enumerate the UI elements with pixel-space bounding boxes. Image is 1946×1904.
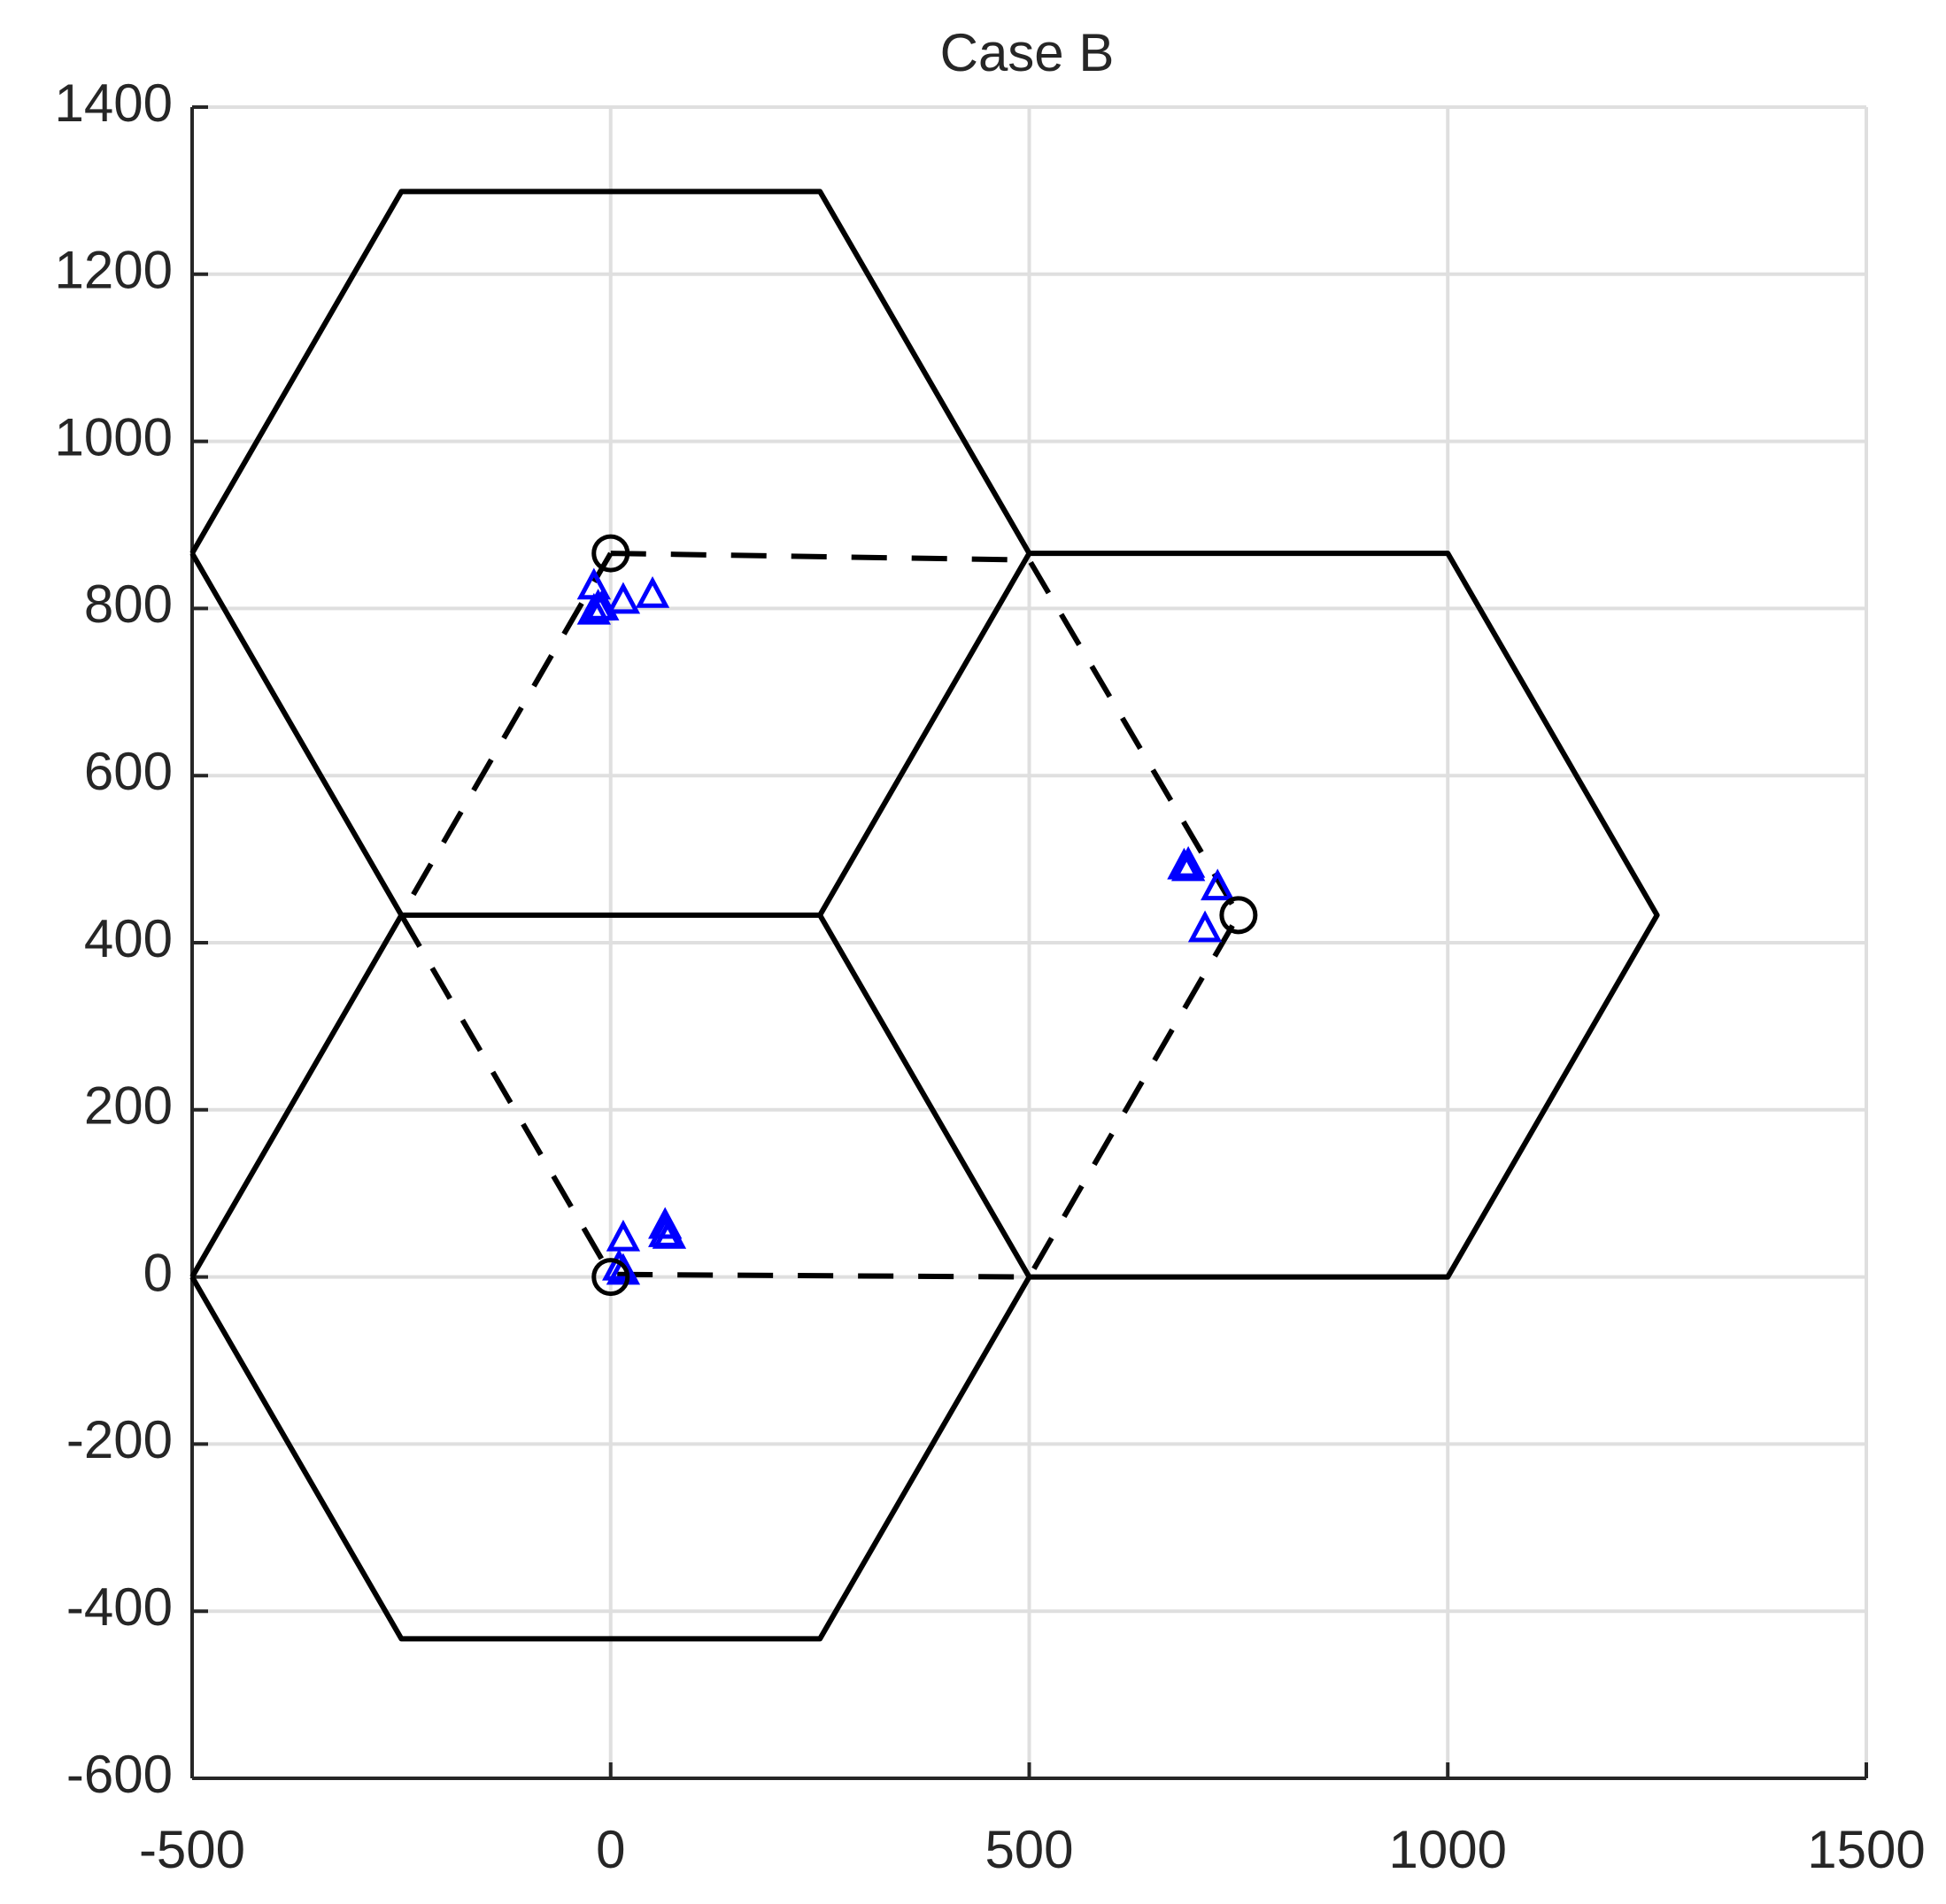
y-tick-label: -400 (66, 1577, 173, 1637)
y-tick-label: -200 (66, 1410, 173, 1469)
circle-marker (591, 1258, 630, 1297)
triangle-marker (652, 1216, 687, 1249)
triangle-marker (635, 575, 670, 608)
y-tick-label: 600 (84, 742, 173, 801)
x-tick-label: 500 (985, 1820, 1073, 1879)
x-tick-label: 1000 (1389, 1820, 1507, 1879)
y-tick-label: 1400 (55, 73, 173, 133)
triangle-marker (585, 589, 620, 621)
x-tick-label: -500 (139, 1820, 245, 1879)
triangle-marker (576, 592, 612, 625)
triangle-marker (606, 1219, 641, 1252)
triangle-marker (606, 582, 641, 614)
circle-marker (1219, 896, 1258, 935)
x-tick-label: 1500 (1807, 1820, 1925, 1879)
y-tick-label: 200 (84, 1076, 173, 1136)
y-tick-label: -600 (66, 1745, 173, 1804)
y-tick-label: 800 (84, 574, 173, 634)
chart-title: Case B (940, 23, 1115, 82)
y-tick-label: 400 (84, 909, 173, 968)
triangle-marker (1201, 868, 1235, 901)
y-tick-label: 1000 (55, 407, 173, 466)
line (189, 189, 1660, 1642)
y-tick-label: 0 (143, 1243, 173, 1302)
x-tick-label: 0 (596, 1820, 625, 1879)
circle-marker (591, 534, 630, 573)
triangle-marker (1187, 910, 1223, 943)
triangle-marker (1170, 845, 1206, 878)
y-tick-label: 1200 (55, 241, 173, 300)
triangle-marker (606, 1253, 641, 1285)
